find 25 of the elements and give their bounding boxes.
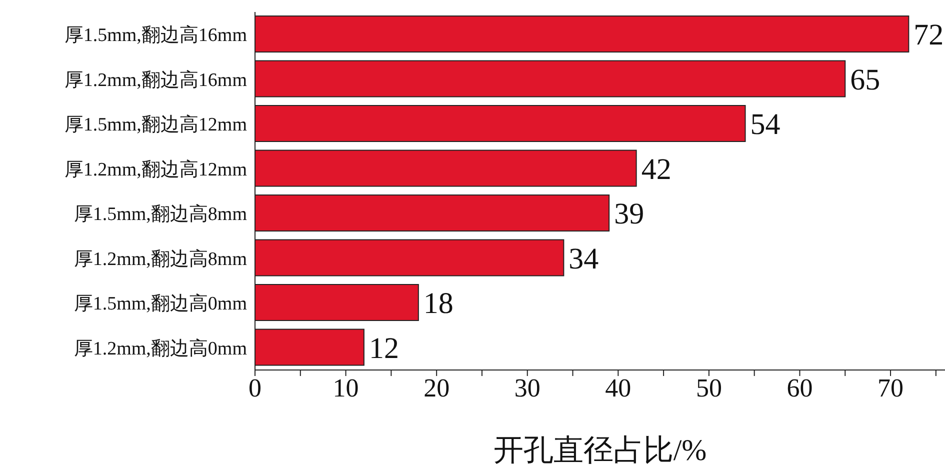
x-tick-label: 50 — [696, 373, 722, 402]
x-tick-label: 30 — [514, 373, 540, 402]
x-tick-label: 0 — [248, 373, 262, 402]
y-tick-label: 厚1.2mm,翻边高8mm — [74, 248, 248, 270]
data-label: 72 — [914, 18, 944, 52]
y-tick-label: 厚1.5mm,翻边高12mm — [64, 114, 248, 136]
y-tick-label: 厚1.2mm,翻边高16mm — [64, 68, 248, 91]
y-tick-label: 厚1.5mm,翻边高8mm — [74, 203, 248, 226]
x-tick-label: 10 — [332, 373, 359, 402]
y-tick-label: 厚1.2mm,翻边高12mm — [64, 158, 248, 180]
data-label: 12 — [368, 332, 399, 365]
data-label: 65 — [850, 63, 880, 96]
data-label: 18 — [423, 287, 454, 320]
x-tick-label: 60 — [786, 373, 813, 402]
y-tick-label: 厚1.5mm,翻边高0mm — [74, 292, 248, 315]
y-tick-label: 厚1.5mm,翻边高16mm — [64, 24, 248, 46]
x-axis-title: 开孔直径占比/% — [493, 434, 707, 467]
data-label: 39 — [614, 198, 644, 231]
data-label: 34 — [568, 242, 599, 276]
x-tick-label: 70 — [878, 373, 904, 402]
data-label: 42 — [641, 152, 672, 186]
x-tick-label: 40 — [605, 373, 632, 402]
x-tick-label: 20 — [424, 373, 450, 402]
data-label: 54 — [750, 108, 780, 142]
y-tick-label: 厚1.2mm,翻边高0mm — [74, 337, 248, 360]
